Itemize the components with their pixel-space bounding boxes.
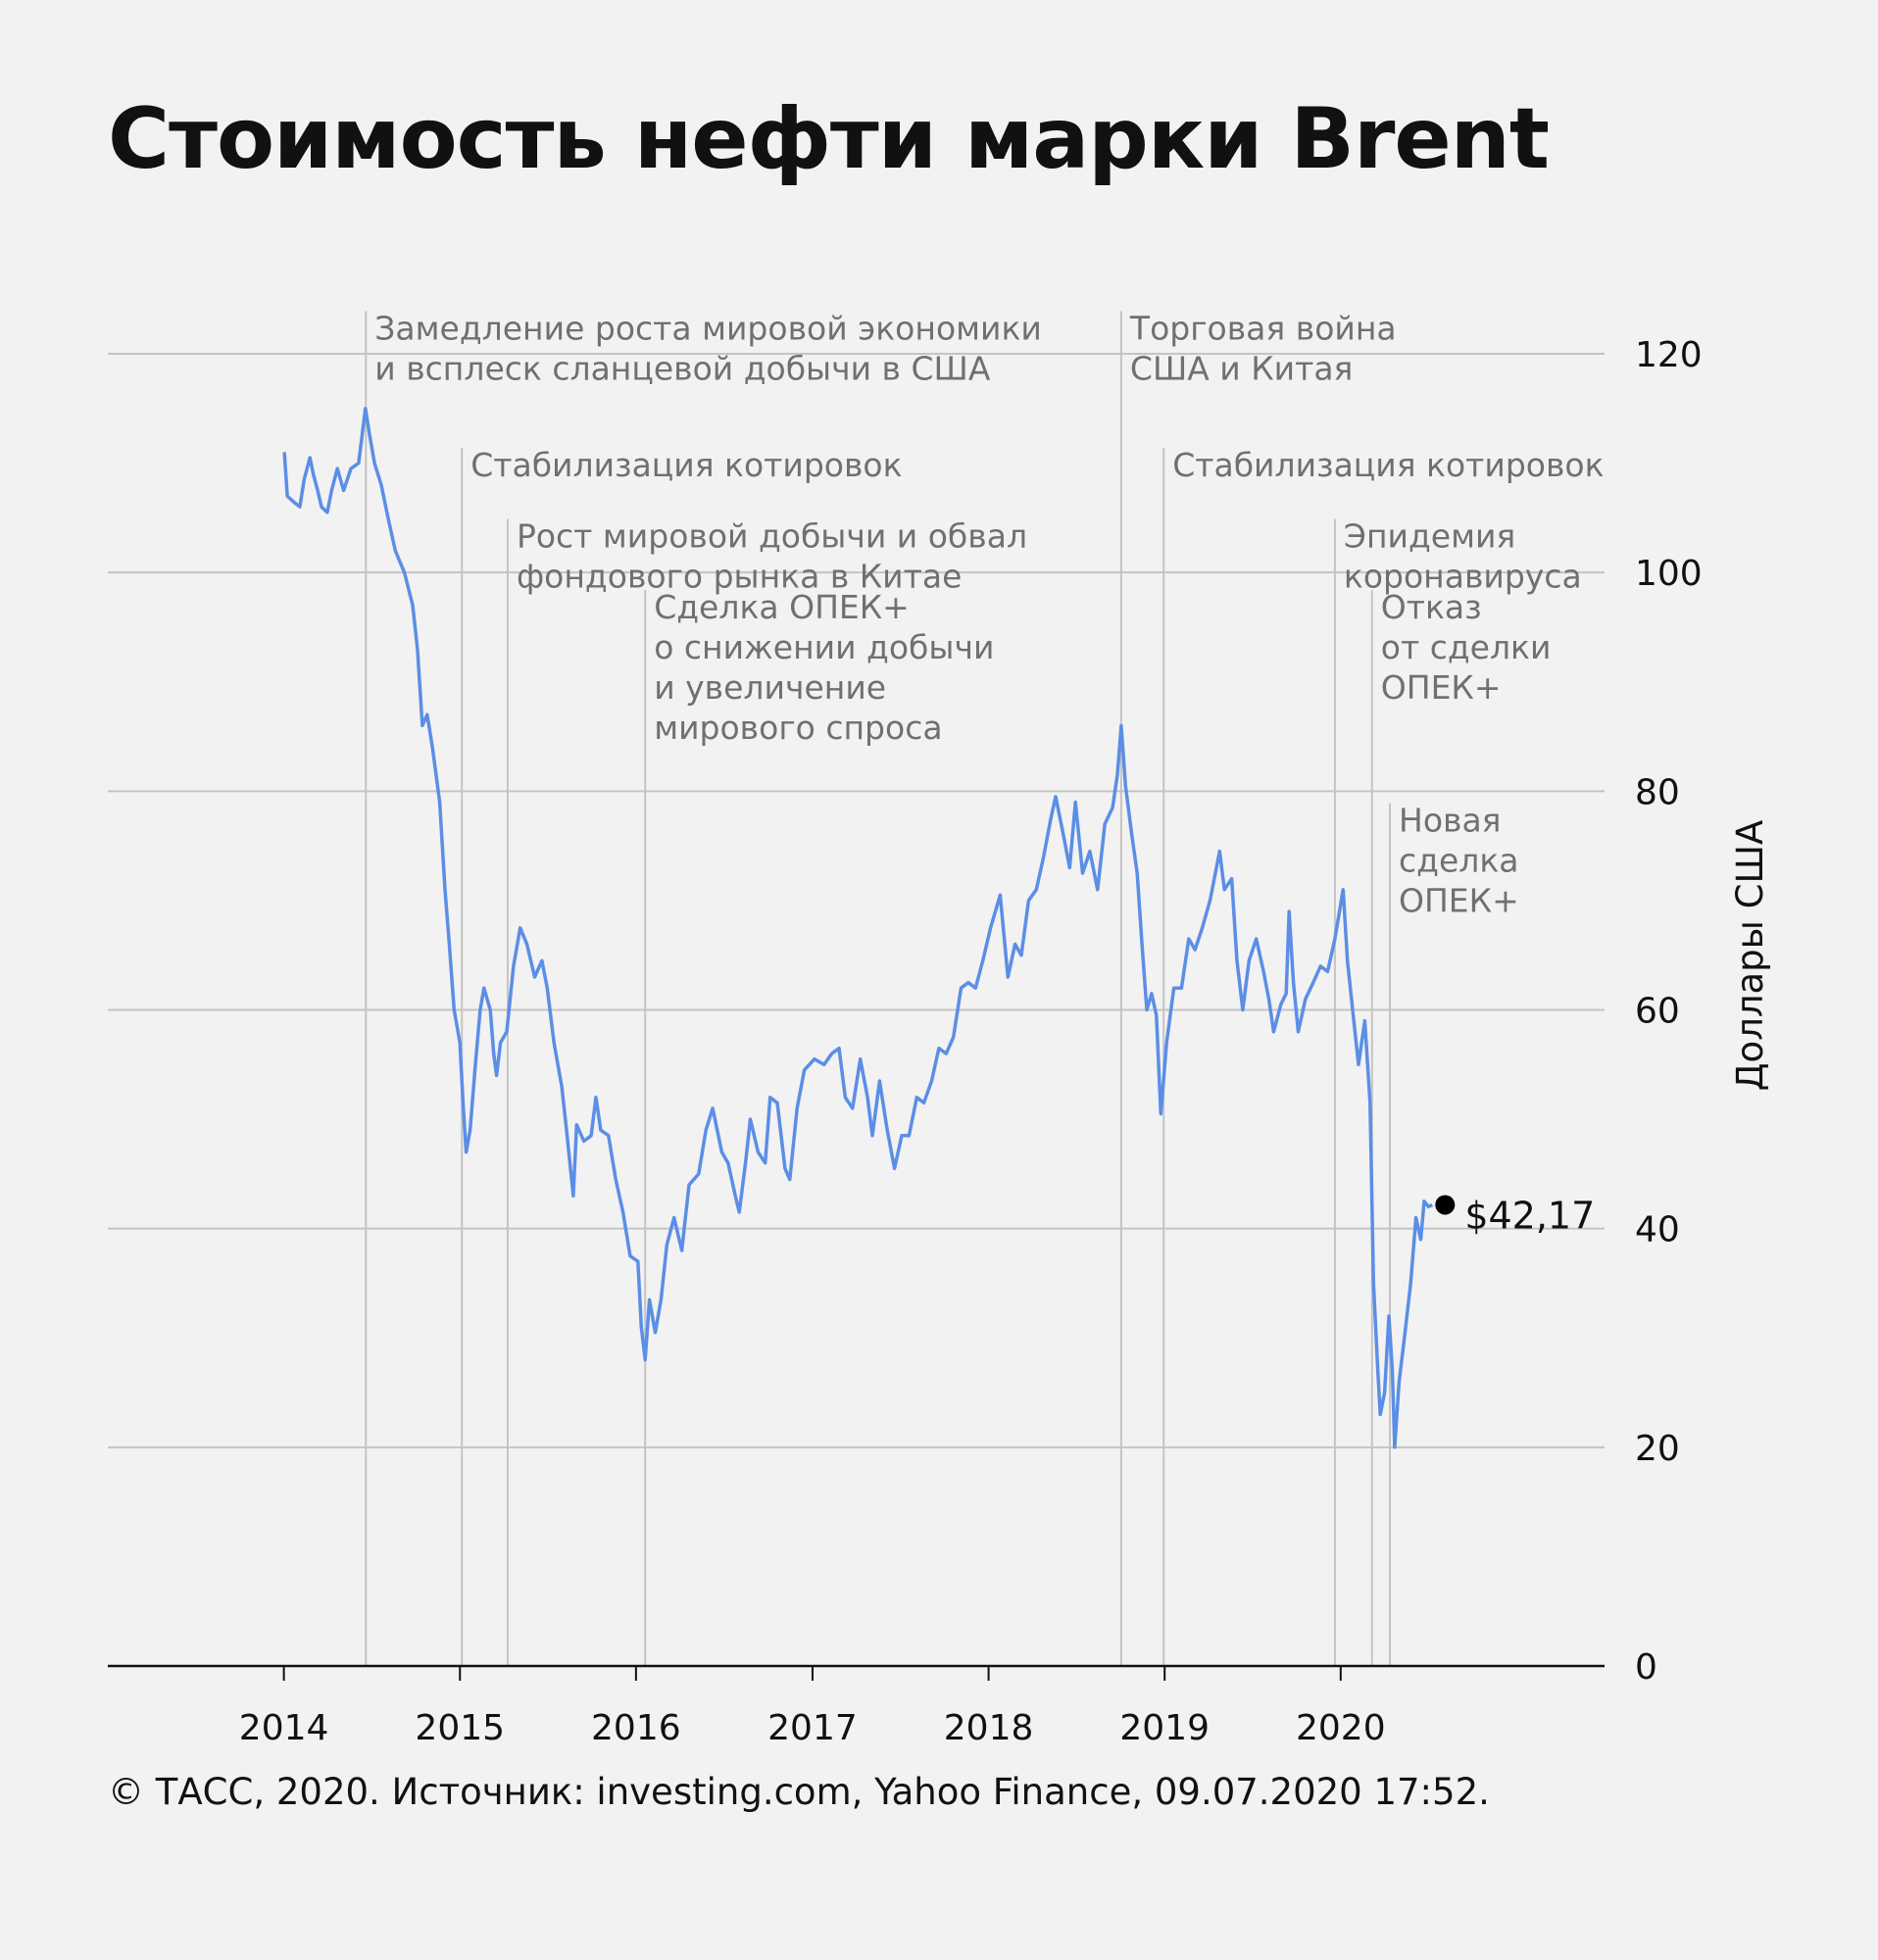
annotation-text-8-1: сделка bbox=[1399, 842, 1519, 880]
y-tick-label-100: 100 bbox=[1635, 554, 1703, 594]
annotation-text-2-0: Рост мировой добычи и обвал bbox=[517, 517, 1027, 556]
annotation-text-0-0: Замедление роста мировой экономики bbox=[374, 310, 1042, 348]
x-axis-ticks: 2014 2015 2016 2017 2018 2019 2020 bbox=[239, 1666, 1386, 1748]
annotation-text-4-0: Торговая война bbox=[1129, 310, 1397, 348]
annotation-text-0-1: и всплеск сланцевой добычи в США bbox=[374, 350, 991, 388]
y-tick-label-60: 60 bbox=[1635, 992, 1680, 1032]
annotation-text-6-1: коронавируса bbox=[1344, 558, 1582, 596]
x-tick-label-2017: 2017 bbox=[767, 1708, 858, 1748]
x-tick-label-2018: 2018 bbox=[944, 1708, 1034, 1748]
x-tick-label-2016: 2016 bbox=[591, 1708, 681, 1748]
y-tick-label-0: 0 bbox=[1635, 1647, 1657, 1688]
source-footer: © ТАСС, 2020. Источник: investing.com, Y… bbox=[108, 1771, 1490, 1813]
x-tick-label-2020: 2020 bbox=[1296, 1708, 1386, 1748]
annotation-text-4-1: США и Китая bbox=[1130, 350, 1354, 388]
annotation-text-7-2: ОПЕК+ bbox=[1381, 668, 1502, 707]
annotation-text-8-0: Новая bbox=[1399, 802, 1502, 840]
x-tick-label-2015: 2015 bbox=[415, 1708, 505, 1748]
y-tick-label-80: 80 bbox=[1635, 772, 1680, 812]
y-axis-ticks: 0 20 40 60 80 100 120 bbox=[1635, 335, 1703, 1688]
annotation-text-3-3: мирового спроса bbox=[654, 709, 942, 747]
last-value-label: $42,17 bbox=[1464, 1194, 1595, 1237]
y-axis-label: Доллары США bbox=[1729, 820, 1771, 1092]
annotation-text-5-0: Стабилизация котировок bbox=[1172, 446, 1604, 484]
y-tick-label-120: 120 bbox=[1635, 335, 1703, 375]
chart-title: Стоимость нефти марки Brent bbox=[108, 90, 1550, 188]
series-line-brent bbox=[282, 407, 1434, 1449]
annotation-text-3-0: Сделка ОПЕК+ bbox=[654, 588, 910, 626]
annotation-text-1-0: Стабилизация котировок bbox=[470, 446, 902, 484]
annotation-text-8-2: ОПЕК+ bbox=[1399, 882, 1519, 920]
x-tick-label-2014: 2014 bbox=[239, 1708, 329, 1748]
annotation-text-3-1: о снижении добычи bbox=[654, 628, 994, 666]
grid-lines bbox=[108, 353, 1605, 1448]
x-tick-label-2019: 2019 bbox=[1119, 1708, 1210, 1748]
y-tick-label-20: 20 bbox=[1635, 1429, 1680, 1469]
annotation-text-7-1: от сделки bbox=[1381, 628, 1552, 666]
annotation-text-2-1: фондового рынка в Китае bbox=[517, 558, 962, 596]
last-value-marker bbox=[1435, 1195, 1456, 1215]
annotation-text-3-2: и увеличение bbox=[654, 668, 886, 707]
y-tick-label-40: 40 bbox=[1635, 1210, 1680, 1250]
annotation-text-7-0: Отказ bbox=[1381, 588, 1482, 626]
annotation-text-6-0: Эпидемия bbox=[1344, 517, 1515, 556]
